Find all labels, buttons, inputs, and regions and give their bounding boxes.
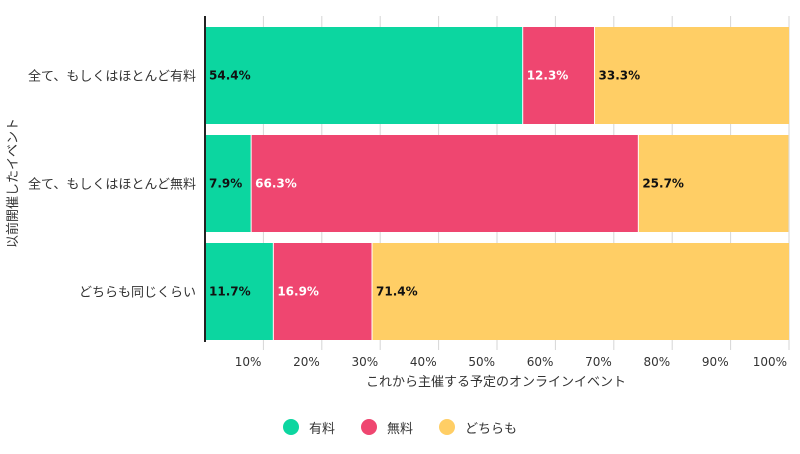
data-label-2-0: 11.7% bbox=[209, 285, 251, 299]
x-axis-title: これから主催する予定のオンラインイベント bbox=[366, 375, 626, 390]
x-tick-label: 60% bbox=[527, 355, 554, 369]
x-tick-label: 40% bbox=[410, 355, 437, 369]
legend-label-both: どちらも bbox=[465, 421, 518, 437]
y-axis-title: 以前開催したイベント bbox=[5, 118, 21, 248]
x-tick-label: 100% bbox=[753, 355, 787, 369]
category-label-2: どちらも同じくらい bbox=[79, 286, 196, 301]
data-label-2-1: 16.9% bbox=[277, 285, 319, 299]
legend-swatch-paid bbox=[282, 419, 299, 435]
data-label-2-2: 71.4% bbox=[376, 285, 418, 299]
x-tick-label: 80% bbox=[644, 355, 671, 369]
data-label-1-1: 66.3% bbox=[255, 177, 297, 191]
bar-1-2 bbox=[638, 135, 789, 232]
bar-0-1 bbox=[522, 27, 595, 124]
category-label-1: 全て、もしくはほとんど無料 bbox=[28, 177, 196, 193]
legend-item-paid: 有料 bbox=[282, 418, 335, 437]
data-label-1-2: 25.7% bbox=[642, 177, 684, 191]
data-label-0-1: 12.3% bbox=[527, 69, 569, 83]
legend-swatch-free bbox=[360, 419, 377, 435]
legend-item-both: どちらも bbox=[439, 418, 517, 437]
bar-0-0 bbox=[205, 27, 523, 124]
category-label-0: 全て、もしくはほとんど有料 bbox=[28, 69, 196, 85]
bar-1-0 bbox=[205, 135, 252, 232]
x-tick-label: 30% bbox=[352, 355, 379, 369]
x-tick-labels: 10% 20% 30% 40% 50% 60% 70% 80% 90% 100% bbox=[235, 355, 787, 369]
bar-2-1 bbox=[273, 243, 373, 340]
data-label-1-0: 7.9% bbox=[209, 177, 242, 191]
legend-swatch-both bbox=[439, 419, 455, 435]
x-tick-label: 90% bbox=[702, 355, 729, 369]
data-label-0-0: 54.4% bbox=[209, 69, 251, 83]
legend-item-free: 無料 bbox=[360, 418, 413, 437]
x-tick-label: 70% bbox=[585, 355, 612, 369]
x-tick-label: 20% bbox=[293, 355, 320, 369]
legend-label-free: 無料 bbox=[386, 421, 413, 437]
bars bbox=[205, 27, 789, 340]
legend: 有料 無料 どちらも bbox=[0, 412, 800, 442]
legend-label-paid: 有料 bbox=[308, 421, 335, 437]
data-label-0-2: 33.3% bbox=[599, 69, 641, 83]
bar-1-1 bbox=[251, 135, 639, 232]
data-labels: 54.4% 12.3% 33.3% 7.9% 66.3% 25.7% 11.7% 16.9% 7… bbox=[209, 69, 684, 299]
bar-2-2 bbox=[372, 243, 789, 340]
bar-0-2 bbox=[594, 27, 789, 124]
x-tick-label: 50% bbox=[468, 355, 495, 369]
x-tick-label: 10% bbox=[235, 355, 262, 369]
bar-2-0 bbox=[205, 243, 274, 340]
